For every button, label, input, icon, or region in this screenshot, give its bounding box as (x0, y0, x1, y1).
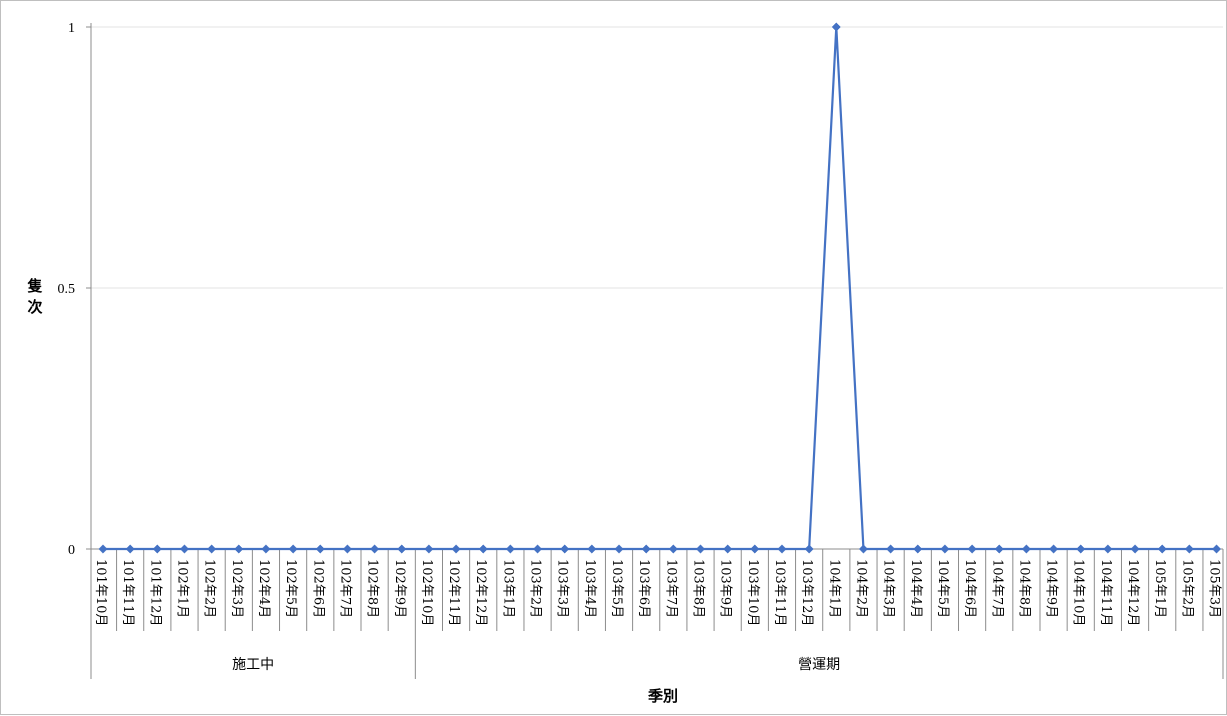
x-tick-label: 102年1月 (174, 559, 189, 618)
x-tick-label: 103年8月 (691, 559, 706, 618)
y-tick-label: 1 (68, 21, 75, 36)
x-tick-label: 104年8月 (1016, 559, 1031, 618)
x-tick-label: 105年2月 (1179, 559, 1194, 618)
data-point (858, 544, 869, 554)
x-tick-label: 102年5月 (283, 559, 298, 618)
y-axis-title-char-2: 次 (27, 298, 42, 316)
x-tick-label: 101年12月 (147, 559, 162, 626)
x-tick-label: 104年6月 (962, 559, 977, 618)
x-tick-label: 103年7月 (663, 559, 678, 618)
data-point (1021, 544, 1031, 554)
data-point (777, 544, 787, 554)
x-axis-title: 季別 (648, 687, 678, 705)
x-tick-label: 104年3月 (881, 559, 896, 618)
x-tick-label: 103年10月 (745, 559, 760, 626)
data-point (723, 544, 733, 554)
x-tick-label: 102年11月 (446, 559, 461, 626)
axes: 00.51 (58, 21, 1223, 558)
category-labels: 101年10月 101年11月 101年12月 102年1月 102年2月 102年3月 1… (90, 549, 1224, 679)
x-tick-label: 103年6月 (636, 559, 651, 618)
data-point (125, 544, 135, 554)
data-point (994, 544, 1004, 554)
data-point (1130, 544, 1140, 554)
x-tick-label: 101年10月 (93, 559, 108, 626)
data-point (451, 544, 461, 554)
data-point (478, 544, 488, 554)
data-point (315, 544, 325, 554)
x-tick-label: 102年10月 (419, 559, 434, 626)
x-tick-label: 102年9月 (392, 559, 407, 618)
data-point (1184, 544, 1194, 554)
x-tick-label: 104年2月 (853, 559, 868, 618)
data-point (750, 544, 760, 554)
data-point (695, 544, 706, 554)
data-point (505, 544, 515, 554)
x-tick-label: 103年4月 (582, 559, 597, 618)
x-tick-label: 104年9月 (1044, 559, 1059, 618)
data-point (587, 544, 597, 554)
x-tick-label: 103年3月 (555, 559, 570, 618)
x-tick-label: 102年4月 (256, 559, 271, 618)
x-tick-label: 104年10月 (1071, 559, 1086, 626)
x-tick-label: 102年6月 (310, 559, 325, 618)
x-tick-label: 103年11月 (772, 559, 787, 626)
data-point (641, 544, 651, 554)
x-tick-label: 105年1月 (1152, 559, 1167, 618)
y-tick-label: 0.5 (58, 282, 76, 297)
data-point (288, 544, 298, 554)
data-point (397, 544, 407, 554)
data-point (804, 544, 814, 554)
data-point (179, 544, 190, 554)
data-point (967, 544, 977, 554)
gridlines (91, 26, 1223, 289)
data-point (234, 544, 244, 554)
data-point (668, 544, 678, 554)
data-point (532, 544, 543, 554)
x-tick-label: 102年12月 (473, 559, 488, 626)
x-tick-label: 101年11月 (120, 559, 135, 626)
data-point (614, 544, 624, 554)
x-tick-label: 104年5月 (935, 559, 950, 618)
x-tick-label: 104年7月 (989, 559, 1004, 618)
y-tick-label: 0 (68, 543, 75, 558)
data-point (424, 544, 434, 554)
y-axis-title-char-1: 隻 (26, 277, 42, 295)
data-point (1211, 544, 1222, 554)
x-tick-label: 103年2月 (528, 559, 543, 618)
x-tick-label: 105年3月 (1207, 559, 1222, 618)
x-tick-label: 104年4月 (908, 559, 923, 618)
data-point (1049, 544, 1059, 554)
x-tick-label: 102年3月 (229, 559, 244, 618)
data-point (940, 544, 950, 554)
data-point (1076, 544, 1086, 554)
x-tick-label: 103年9月 (718, 559, 733, 618)
x-tick-label: 103年1月 (500, 559, 515, 618)
x-tick-label: 103年12月 (799, 559, 814, 626)
series-layer (98, 22, 1222, 554)
data-point (886, 544, 896, 554)
x-tick-label: 104年1月 (826, 559, 841, 618)
data-point (1157, 544, 1167, 554)
data-point (98, 544, 108, 554)
data-point (370, 544, 380, 554)
x-tick-label: 102年7月 (337, 559, 352, 618)
x-tick-label: 103年5月 (609, 559, 624, 618)
x-tick-label: 102年2月 (202, 559, 217, 618)
group-label: 施工中 (232, 657, 274, 673)
x-tick-label: 104年11月 (1098, 559, 1113, 626)
data-point (261, 544, 271, 554)
data-point (1103, 544, 1113, 554)
data-point (831, 22, 841, 32)
group-label: 營運期 (798, 657, 840, 673)
data-point (560, 544, 570, 554)
data-point (152, 544, 162, 554)
data-point (207, 544, 217, 554)
x-tick-label: 104年12月 (1125, 559, 1140, 626)
data-point (342, 544, 352, 554)
x-tick-label: 102年8月 (365, 559, 380, 618)
data-point (913, 544, 923, 554)
